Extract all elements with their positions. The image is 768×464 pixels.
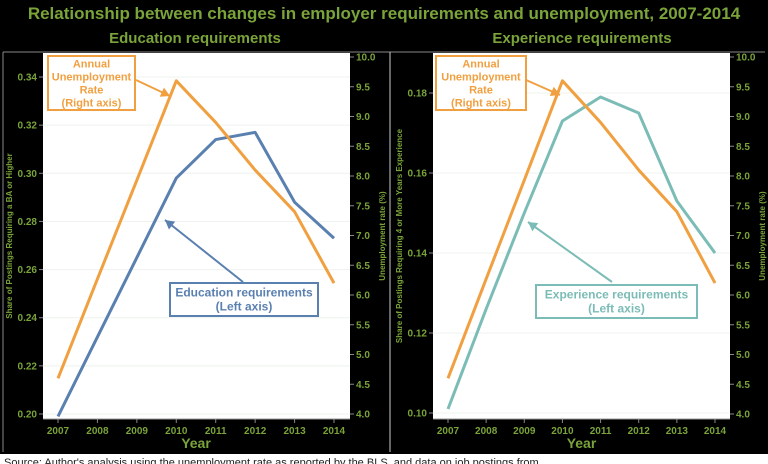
y2-tick-label: 9.5 — [736, 82, 750, 93]
annotation-box — [169, 282, 319, 317]
y2-tick-label: 5.0 — [356, 350, 370, 361]
y2-axis-label: Unemployment rate (%) — [758, 191, 767, 281]
annotation-box — [535, 284, 698, 319]
y2-tick-label: 8.5 — [736, 142, 750, 153]
y-tick-label: 0.18 — [408, 89, 428, 100]
series-line-annual-unemployment-rate — [446, 79, 717, 379]
y2-axis-label: Unemployment rate (%) — [378, 191, 387, 281]
y-tick-label: 0.24 — [18, 313, 38, 324]
chart-title: Relationship between changes in employer… — [27, 4, 741, 23]
y-tick-label: 0.22 — [18, 361, 38, 372]
x-tick-label: 2011 — [590, 426, 612, 437]
annotation-text: Rate — [80, 84, 104, 96]
annotation-arrow — [527, 221, 613, 283]
annotation-text: (Left axis) — [588, 302, 645, 316]
y2-tick-label: 5.5 — [356, 320, 370, 331]
y-tick-label: 0.28 — [18, 217, 38, 228]
y2-tick-label: 6.0 — [356, 291, 370, 302]
annotation-box — [435, 55, 527, 111]
annotation-text: (Right axis) — [451, 97, 511, 109]
y2-tick-label: 9.0 — [356, 112, 370, 123]
annotation-text: Experience requirements — [545, 288, 689, 302]
x-tick-label: 2007 — [47, 426, 70, 437]
x-tick-label: 2013 — [666, 426, 689, 437]
x-tick-label: 2009 — [513, 426, 536, 437]
y2-tick-label: 6.5 — [356, 261, 370, 272]
panel-title-experience: Experience requirements — [492, 30, 672, 47]
x-tick-label: 2010 — [551, 426, 574, 437]
y-tick-label: 0.10 — [408, 409, 428, 420]
y2-tick-label: 4.5 — [356, 380, 370, 391]
plot-area — [43, 53, 350, 419]
y2-tick-label: 7.0 — [356, 231, 370, 242]
arrowhead-icon — [549, 86, 560, 96]
annotation-text: Unemployment — [52, 71, 132, 83]
x-tick-label: 2008 — [86, 426, 109, 437]
x-tick-label: 2010 — [165, 426, 188, 437]
y2-tick-label: 8.0 — [356, 172, 370, 183]
y-axis-label: Share of Postings Requiring a BA or High… — [5, 153, 14, 319]
y2-tick-label: 7.0 — [736, 231, 750, 242]
x-tick-label: 2011 — [205, 426, 227, 437]
x-tick-label: 2013 — [283, 426, 306, 437]
y2-tick-label: 10.0 — [356, 53, 376, 64]
annotation-text: Annual — [462, 58, 499, 70]
y-axis-label: Share of Postings Requiring 4 or More Ye… — [395, 128, 404, 343]
x-tick-label: 2007 — [437, 426, 460, 437]
series-line-annual-unemployment-rate — [56, 79, 336, 379]
y2-tick-label: 5.0 — [736, 350, 750, 361]
y-tick-label: 0.20 — [18, 410, 38, 421]
y-tick-label: 0.16 — [408, 169, 428, 180]
y-tick-label: 0.34 — [18, 73, 38, 84]
arrowhead-icon — [528, 222, 539, 232]
y2-tick-label: 7.5 — [736, 201, 750, 212]
annotation-text: Annual — [73, 58, 110, 70]
series-line-education-requirements — [56, 130, 336, 418]
y2-tick-label: 4.0 — [736, 410, 750, 421]
plot-area — [433, 53, 730, 419]
x-tick-label: 2009 — [126, 426, 149, 437]
x-tick-label: 2012 — [244, 426, 267, 437]
y2-tick-label: 6.0 — [736, 291, 750, 302]
annotation-text: (Right axis) — [62, 97, 122, 109]
y2-tick-label: 9.5 — [356, 82, 370, 93]
x-tick-label: 2014 — [704, 426, 727, 437]
y2-tick-label: 4.0 — [356, 410, 370, 421]
source-note: Source: Author's analysis using the unem… — [0, 454, 768, 464]
y2-tick-label: 8.5 — [356, 142, 370, 153]
y2-tick-label: 5.5 — [736, 320, 750, 331]
y2-tick-label: 10.0 — [736, 53, 756, 64]
arrowhead-icon — [159, 87, 170, 97]
panel-title-education: Education requirements — [109, 30, 281, 47]
x-tick-label: 2008 — [475, 426, 498, 437]
y2-tick-label: 4.5 — [736, 380, 750, 391]
y-tick-label: 0.26 — [18, 265, 38, 276]
y2-tick-label: 7.5 — [356, 201, 370, 212]
y-tick-label: 0.30 — [18, 169, 38, 180]
annotation-text: Unemployment — [441, 71, 521, 83]
x-axis-label: Year — [181, 435, 211, 451]
annotation-text: Rate — [469, 84, 493, 96]
y2-tick-label: 6.5 — [736, 261, 750, 272]
y-tick-label: 0.32 — [18, 121, 38, 132]
y2-tick-label: 8.0 — [736, 172, 750, 183]
annotation-text: Education requirements — [175, 286, 313, 300]
annotation-arrow — [164, 219, 244, 283]
y-tick-label: 0.14 — [408, 249, 428, 260]
arrowhead-icon — [165, 220, 176, 230]
x-axis-label: Year — [567, 435, 597, 451]
series-line-experience-requirements — [446, 95, 717, 410]
y2-tick-label: 9.0 — [736, 112, 750, 123]
y-tick-label: 0.12 — [408, 329, 428, 340]
annotation-box — [47, 55, 136, 111]
x-tick-label: 2012 — [628, 426, 651, 437]
x-tick-label: 2014 — [323, 426, 346, 437]
annotation-text: (Left axis) — [216, 300, 273, 314]
